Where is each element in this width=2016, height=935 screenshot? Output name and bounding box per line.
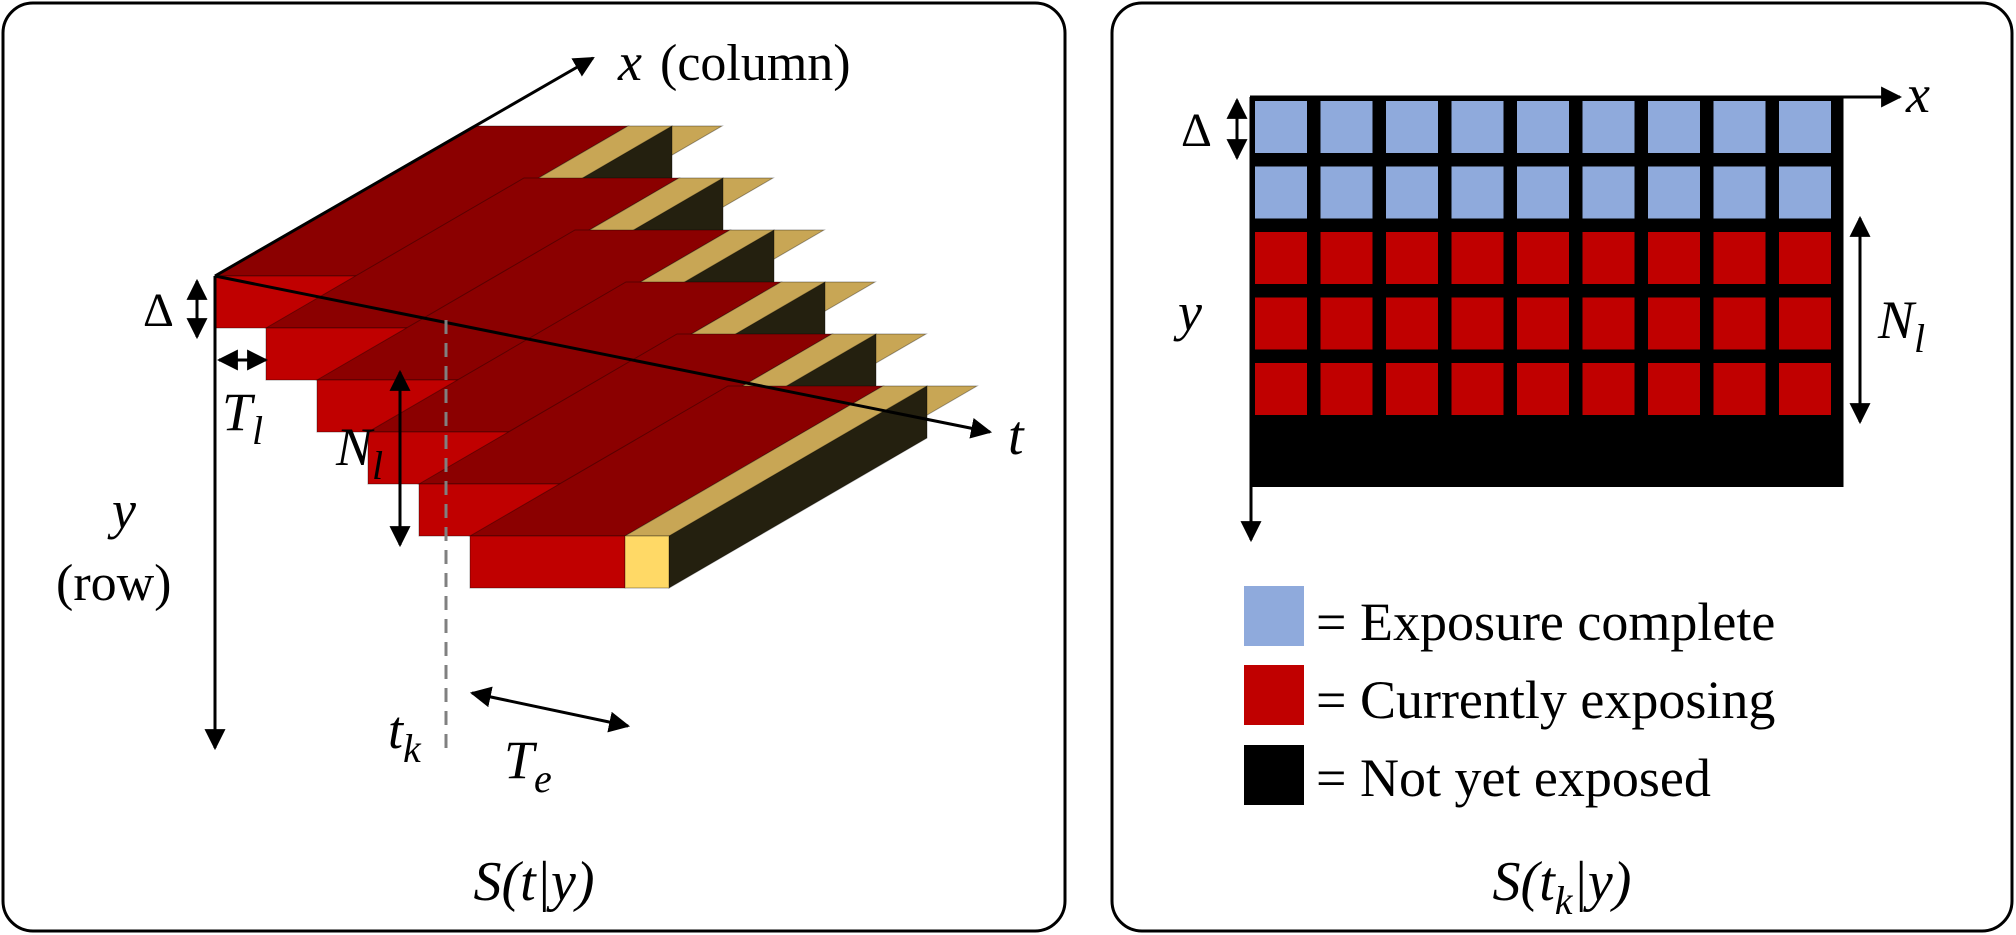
pixel-currently-exposing [1451, 232, 1504, 284]
pixel-currently-exposing [1648, 363, 1700, 415]
right-delta-label: Δ [1181, 104, 1212, 157]
legend-swatch-exposing [1244, 665, 1304, 725]
legend-label-complete: = Exposure complete [1316, 592, 1775, 652]
te-arrow [469, 686, 631, 733]
pixel-currently-exposing [1582, 363, 1635, 415]
pixel-currently-exposing [1255, 297, 1307, 350]
tl-label: Tl [222, 382, 263, 453]
pixel-exposure-complete [1648, 166, 1700, 219]
pixel-exposure-complete [1582, 101, 1635, 153]
pixel-currently-exposing [1713, 363, 1766, 415]
legend-swatch-complete [1244, 586, 1304, 646]
pixel-currently-exposing [1451, 363, 1504, 415]
pixel-exposure-complete [1451, 166, 1504, 219]
pixel-currently-exposing [1451, 297, 1504, 350]
pixel-currently-exposing [1582, 297, 1635, 350]
pixel-exposure-complete [1386, 101, 1438, 153]
staircase-blocks [213, 125, 979, 589]
sensor-grid [1251, 97, 1844, 487]
x-axis-label: x [617, 32, 642, 92]
y-axis-label: y [107, 480, 136, 540]
legend-swatch-not-exposed [1244, 745, 1304, 805]
pixel-currently-exposing [1648, 232, 1700, 284]
pixel-exposure-complete [1255, 166, 1307, 219]
pixel-exposure-complete [1517, 166, 1569, 219]
pixel-currently-exposing [1255, 232, 1307, 284]
right-y-label: y [1173, 282, 1202, 342]
pixel-exposure-complete [1517, 101, 1569, 153]
pixel-exposure-complete [1648, 101, 1700, 153]
pixel-exposure-complete [1582, 166, 1635, 219]
pixel-exposure-complete [1386, 166, 1438, 219]
right-nl-label: Nl [1877, 290, 1925, 361]
pixel-currently-exposing [1517, 363, 1569, 415]
legend: = Exposure complete = Currently exposing… [1244, 586, 1775, 808]
pixel-currently-exposing [1320, 363, 1373, 415]
pixel-currently-exposing [1517, 232, 1569, 284]
pixel-exposure-complete [1779, 166, 1831, 219]
pixel-currently-exposing [1779, 297, 1831, 350]
pixel-currently-exposing [1648, 297, 1700, 350]
pixel-currently-exposing [1779, 363, 1831, 415]
pixel-exposure-complete [1320, 166, 1373, 219]
delta-label: Δ [143, 284, 174, 337]
pixel-currently-exposing [1255, 363, 1307, 415]
pixel-exposure-complete [1255, 101, 1307, 153]
right-x-label: x [1905, 64, 1930, 124]
pixel-currently-exposing [1517, 297, 1569, 350]
right-caption: S(tk|y) [1493, 851, 1632, 923]
block-red-front [469, 535, 626, 589]
legend-label-not-exposed: = Not yet exposed [1316, 748, 1711, 808]
tk-label: tk [388, 700, 422, 771]
pixel-exposure-complete [1713, 166, 1766, 219]
pixel-currently-exposing [1779, 232, 1831, 284]
pixel-currently-exposing [1713, 297, 1766, 350]
pixel-currently-exposing [1386, 297, 1438, 350]
pixel-currently-exposing [1320, 232, 1373, 284]
pixel-currently-exposing [1386, 363, 1438, 415]
left-caption: S(t|y) [473, 851, 594, 913]
legend-label-exposing: = Currently exposing [1316, 670, 1775, 730]
te-label: Te [504, 730, 552, 801]
pixel-currently-exposing [1320, 297, 1373, 350]
pixel-currently-exposing [1713, 232, 1766, 284]
pixel-exposure-complete [1713, 101, 1766, 153]
y-axis-note: (row) [56, 555, 172, 612]
t-axis-label: t [1008, 405, 1025, 467]
pixel-exposure-complete [1320, 101, 1373, 153]
pixel-exposure-complete [1451, 101, 1504, 153]
grid-background [1251, 97, 1844, 487]
pixel-currently-exposing [1386, 232, 1438, 284]
pixel-exposure-complete [1779, 101, 1831, 153]
pixel-currently-exposing [1582, 232, 1635, 284]
x-axis-arrow [214, 56, 595, 278]
t-axis-arrow [214, 274, 993, 439]
block-yellow-front [624, 535, 670, 589]
nl-label: Nl [335, 417, 383, 488]
x-axis-note: (column) [660, 35, 851, 92]
